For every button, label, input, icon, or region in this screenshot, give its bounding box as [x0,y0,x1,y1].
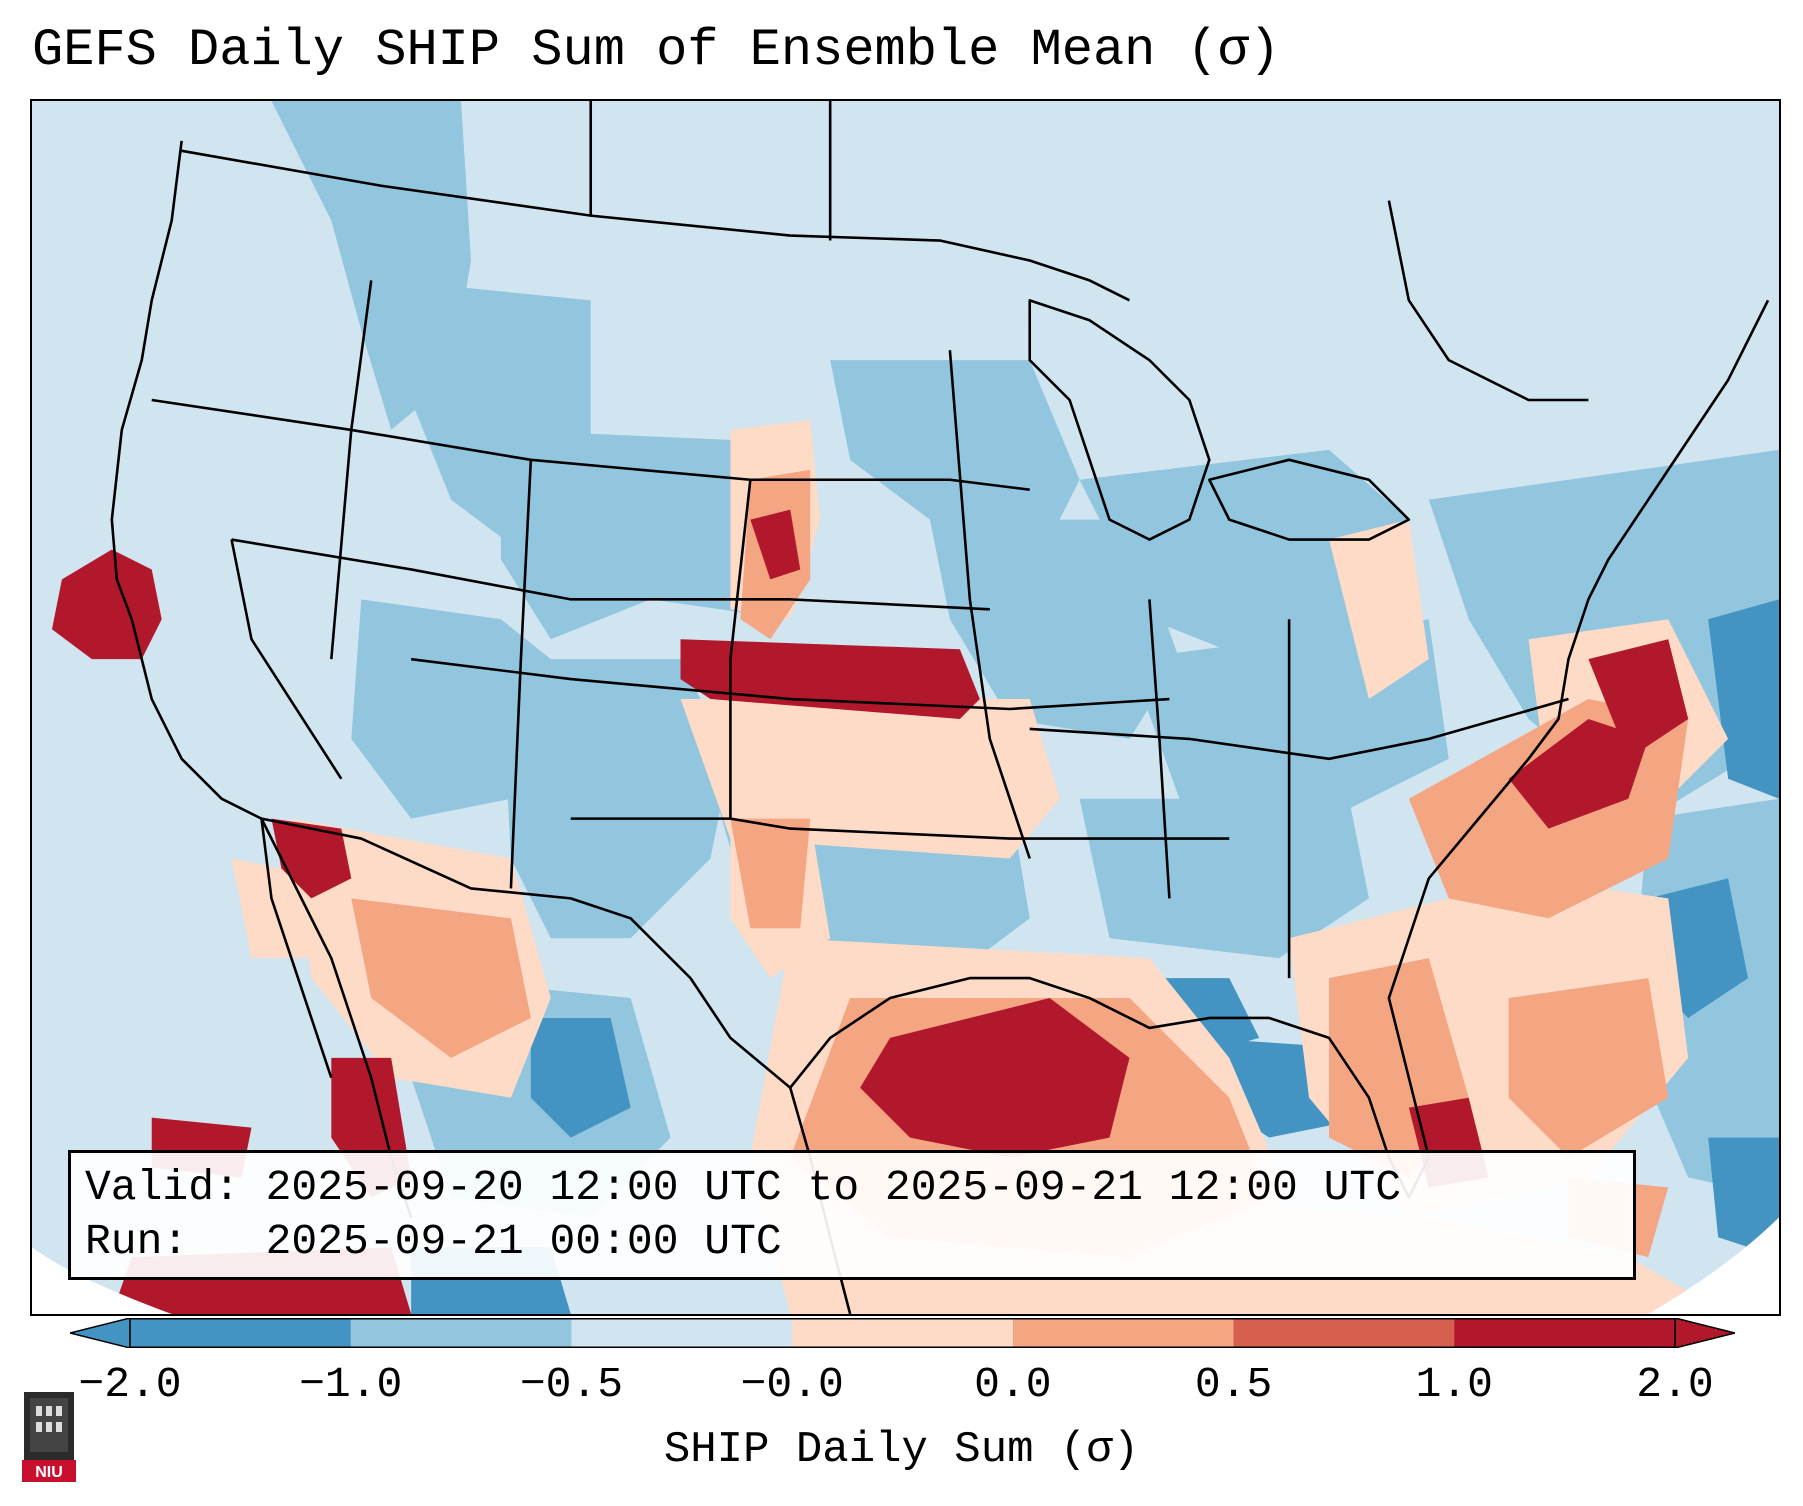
state-line-4 [570,817,1230,840]
state-line-9 [948,350,1031,859]
colorbar-segment [1012,1318,1235,1348]
colorbar-ticks: −2.0 −1.0 −0.5 −0.0 0.0 0.5 1.0 2.0 [0,1360,1803,1420]
colorbar-tick-label: 0.5 [1194,1360,1273,1409]
niu-logo: NIU [22,1392,76,1482]
state-line-2 [231,538,990,611]
colorbar-tick-label: −0.0 [740,1360,844,1409]
outside-domain-right [1648,1217,1779,1314]
map-title: GEFS Daily SHIP Sum of Ensemble Mean (σ) [32,21,1281,80]
colorbar-segment [130,1318,352,1348]
colorbar-tick-label: 0.0 [974,1360,1052,1409]
state-line-8 [729,479,752,819]
colorbar-tick-label: 1.0 [1415,1360,1493,1409]
state-line-11 [1148,599,1171,899]
map-panel[interactable]: Valid: 2025-09-20 12:00 UTC to 2025-09-2… [30,99,1781,1316]
canada-province-border [1387,200,1589,402]
colorbar-tick-label: −0.5 [519,1360,624,1409]
pacific-coastline [110,140,413,1218]
state-line-1 [151,398,1030,492]
colorbar-tick-label: −2.0 [78,1360,182,1409]
logo-text: NIU [35,1464,63,1481]
state-line-3 [410,657,1170,711]
colorbar-segment [350,1318,572,1348]
colorbar-tick-label: 2.0 [1636,1360,1714,1409]
colorbar-extend-max [1674,1318,1735,1348]
run-time-line: Run: 2025-09-21 00:00 UTC [85,1217,782,1266]
colorbar-label: SHIP Daily Sum (σ) [663,1425,1140,1475]
colorbar-segments [70,1318,1735,1348]
lake-erie-ontario [1208,458,1411,541]
us-mexico-border [261,817,792,1089]
colorbar-segment [1233,1318,1455,1348]
state-line-6 [330,280,373,660]
colorbar-tick-label: −1.0 [299,1360,403,1409]
colorbar-segment [792,1318,1014,1348]
state-line-5 [1029,697,1569,761]
atlantic-coastline [1407,299,1770,939]
gulf-coastline [789,937,1431,1199]
logo-banner [22,1460,76,1482]
state-line-10 [230,539,343,780]
baja-california [260,818,333,1079]
colorbar-segment [1454,1318,1676,1348]
valid-time-line: Valid: 2025-09-20 12:00 UTC to 2025-09-2… [85,1163,1402,1212]
logo-windows [36,1406,62,1432]
boundary-lines [110,101,1770,1314]
colorbar [70,1318,1735,1348]
state-line-7 [509,459,533,889]
valid-time-box: Valid: 2025-09-20 12:00 UTC to 2025-09-2… [68,1150,1636,1280]
shading-layer [32,101,1779,1314]
colorbar-outline [129,1318,1676,1348]
colorbar-extend-min [70,1318,131,1348]
colorbar-segment [571,1318,793,1348]
us-canada-border [181,149,1131,302]
great-lakes-outline [1028,299,1211,541]
outside-domain-left [32,1247,172,1314]
